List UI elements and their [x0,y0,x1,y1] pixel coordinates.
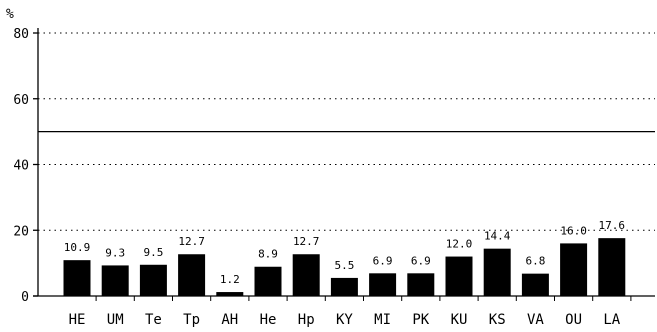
value-label-KS: 14.4 [484,230,511,243]
x-tick-label-MI: MI [374,312,391,328]
value-label-KY: 5.5 [334,259,354,272]
x-tick-label-Tp: Tp [183,312,200,328]
bar-Tp [178,254,206,296]
value-label-UM: 9.3 [105,246,125,259]
value-label-LA: 17.6 [599,219,626,232]
bar-VA [521,273,549,296]
y-tick-label: 0 [21,290,29,305]
x-tick-label-HE: HE [69,312,86,328]
bar-OU [560,243,588,296]
bar-KS [483,248,511,296]
bar-He [254,266,282,296]
x-tick-label-OU: OU [565,312,582,328]
value-label-Hp: 12.7 [293,235,320,248]
x-tick-label-KS: KS [489,312,506,328]
bar-UM [101,265,129,296]
gridlines [38,32,655,231]
bar-PK [407,273,435,296]
y-axis-ticks: 0 20 40 60 80 [13,27,38,305]
x-tick-label-KU: KU [451,312,468,328]
x-tick-label-VA: VA [527,312,544,328]
value-label-VA: 6.8 [525,255,545,268]
x-tick-label-AH: AH [221,312,238,328]
bar-MI [369,273,397,296]
value-label-He: 8.9 [258,248,278,261]
bar-KY [330,277,358,296]
y-axis-unit-label: % [6,7,14,22]
bar-KU [445,256,473,296]
value-label-AH: 1.2 [220,273,240,286]
value-label-Tp: 12.7 [178,235,205,248]
bars [63,238,626,296]
x-tick-label-UM: UM [107,312,124,328]
x-tick-label-He: He [260,312,277,328]
bar-HE [63,260,91,296]
y-tick-label: 80 [13,27,29,42]
y-tick-label: 20 [13,224,29,239]
value-label-PK: 6.9 [411,254,431,267]
bar-LA [598,238,626,296]
value-label-HE: 10.9 [64,241,91,254]
x-axis-labels: HE UM Te Tp AH He Hp KY MI PK KU KS VA OU LA [69,296,632,328]
value-label-OU: 16.0 [560,224,587,237]
x-tick-label-Hp: Hp [298,312,315,328]
x-tick-label-Te: Te [145,312,162,328]
x-tick-label-LA: LA [603,312,620,328]
value-label-Te: 9.5 [143,246,163,259]
y-tick-label: 60 [13,93,29,108]
bar-Te [139,264,167,296]
bar-Hp [292,254,320,296]
y-tick-label: 40 [13,159,29,174]
bar-AH [216,292,244,296]
x-tick-label-PK: PK [412,312,429,328]
value-label-MI: 6.9 [373,254,393,267]
x-tick-label-KY: KY [336,312,353,328]
value-label-KU: 12.0 [446,238,473,251]
value-labels: 10.9 9.3 9.5 12.7 1.2 8.9 12.7 5.5 6.9 6.9 12.0 14.… [64,219,625,286]
